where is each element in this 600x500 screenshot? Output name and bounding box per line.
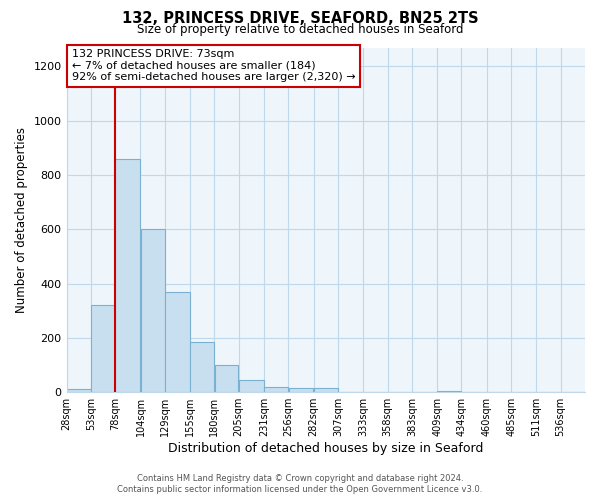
Text: 132, PRINCESS DRIVE, SEAFORD, BN25 2TS: 132, PRINCESS DRIVE, SEAFORD, BN25 2TS <box>122 11 478 26</box>
Bar <box>239 380 264 392</box>
Bar <box>91 306 115 392</box>
Y-axis label: Number of detached properties: Number of detached properties <box>15 127 28 313</box>
Bar <box>165 292 190 392</box>
Text: Size of property relative to detached houses in Seaford: Size of property relative to detached ho… <box>137 22 463 36</box>
Bar <box>314 388 338 392</box>
X-axis label: Distribution of detached houses by size in Seaford: Distribution of detached houses by size … <box>168 442 484 455</box>
Text: Contains HM Land Registry data © Crown copyright and database right 2024.
Contai: Contains HM Land Registry data © Crown c… <box>118 474 482 494</box>
Bar <box>215 365 238 392</box>
Bar <box>264 387 288 392</box>
Text: 132 PRINCESS DRIVE: 73sqm
← 7% of detached houses are smaller (184)
92% of semi-: 132 PRINCESS DRIVE: 73sqm ← 7% of detach… <box>72 49 355 82</box>
Bar <box>115 159 140 392</box>
Bar <box>289 388 313 392</box>
Bar <box>190 342 214 392</box>
Bar <box>141 230 164 392</box>
Bar <box>67 390 91 392</box>
Bar <box>437 391 461 392</box>
